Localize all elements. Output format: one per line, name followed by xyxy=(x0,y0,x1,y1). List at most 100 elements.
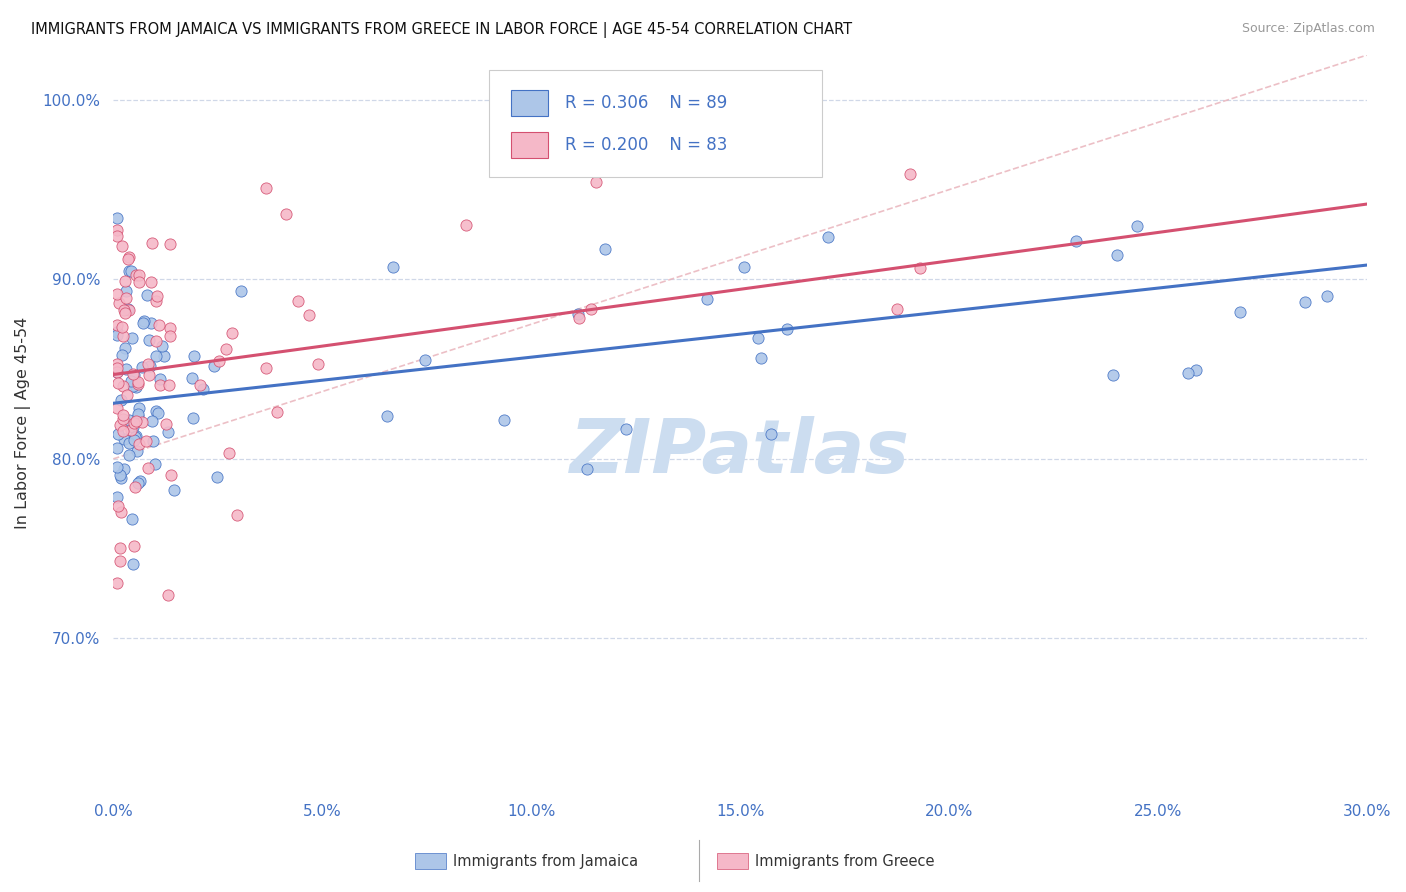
Point xyxy=(107,286,129,301)
Point xyxy=(132,316,155,330)
Point xyxy=(112,329,135,343)
Point xyxy=(107,325,129,339)
Point xyxy=(375,409,398,424)
Point xyxy=(114,341,136,355)
Point xyxy=(127,377,149,392)
Point xyxy=(112,424,135,438)
Text: ZIPatlas: ZIPatlas xyxy=(569,416,910,489)
Point xyxy=(415,352,437,367)
Point xyxy=(1177,366,1199,380)
Point xyxy=(114,284,136,298)
Point xyxy=(696,292,718,306)
Point xyxy=(128,437,150,451)
Point xyxy=(107,361,129,376)
Point xyxy=(115,291,138,305)
Point xyxy=(107,365,129,379)
Point xyxy=(117,412,139,426)
Point xyxy=(138,357,160,371)
Point xyxy=(118,436,141,450)
Point xyxy=(122,367,145,381)
Point xyxy=(145,294,167,309)
Point xyxy=(115,362,138,376)
Point xyxy=(125,414,148,428)
Point xyxy=(139,359,162,374)
Point xyxy=(136,288,159,302)
Point xyxy=(128,401,150,416)
Point xyxy=(139,275,162,289)
Point xyxy=(108,468,131,483)
Y-axis label: In Labor Force | Age 45-54: In Labor Force | Age 45-54 xyxy=(15,317,31,529)
Point xyxy=(307,357,329,371)
Point xyxy=(221,326,243,340)
Point xyxy=(142,434,165,448)
Point xyxy=(138,334,160,348)
Point xyxy=(127,476,149,491)
Point xyxy=(1316,289,1339,303)
Point xyxy=(111,412,134,426)
Point xyxy=(898,167,921,181)
Point xyxy=(128,268,150,282)
Point xyxy=(749,351,772,365)
Point xyxy=(160,468,183,483)
Point xyxy=(131,416,153,430)
Text: IMMIGRANTS FROM JAMAICA VS IMMIGRANTS FROM GREECE IN LABOR FORCE | AGE 45-54 COR: IMMIGRANTS FROM JAMAICA VS IMMIGRANTS FR… xyxy=(31,22,852,38)
Point xyxy=(159,320,181,334)
FancyBboxPatch shape xyxy=(489,70,821,177)
Point xyxy=(148,406,170,420)
Point xyxy=(128,474,150,488)
Point xyxy=(733,260,755,274)
Point xyxy=(107,211,129,225)
Point xyxy=(181,371,204,385)
Point xyxy=(110,471,132,485)
Point xyxy=(298,309,321,323)
Point xyxy=(214,343,236,357)
Point xyxy=(141,316,163,330)
Text: R = 0.306    N = 89: R = 0.306 N = 89 xyxy=(565,94,727,112)
Point xyxy=(107,491,129,505)
Point xyxy=(107,500,129,514)
Point xyxy=(492,413,515,427)
FancyBboxPatch shape xyxy=(510,132,548,158)
Point xyxy=(107,296,129,310)
Point xyxy=(124,368,146,382)
Point xyxy=(131,359,153,374)
Point xyxy=(121,331,143,345)
Point xyxy=(191,382,214,396)
Point xyxy=(138,461,160,475)
Point xyxy=(122,416,145,430)
Point xyxy=(254,361,277,376)
Text: Source: ZipAtlas.com: Source: ZipAtlas.com xyxy=(1241,22,1375,36)
Point xyxy=(111,239,134,253)
Point xyxy=(159,237,181,252)
Point xyxy=(1229,305,1251,319)
Point xyxy=(776,322,799,336)
Point xyxy=(735,100,758,114)
Point xyxy=(256,181,278,195)
Point xyxy=(114,274,136,288)
Point xyxy=(153,349,176,363)
Point xyxy=(120,423,142,437)
Point xyxy=(107,427,129,442)
Point xyxy=(124,480,146,494)
Point xyxy=(1294,294,1316,309)
Point xyxy=(107,459,129,474)
Point xyxy=(456,219,478,233)
Point xyxy=(110,554,132,568)
Point xyxy=(121,512,143,526)
Point xyxy=(183,349,205,363)
Point xyxy=(132,314,155,328)
Point xyxy=(117,302,139,317)
Point xyxy=(145,349,167,363)
Point xyxy=(122,379,145,393)
Point xyxy=(149,372,172,386)
Point xyxy=(141,414,163,428)
Point xyxy=(593,242,616,256)
Point xyxy=(225,508,247,522)
Point xyxy=(150,339,173,353)
Point xyxy=(107,223,129,237)
Point xyxy=(107,576,129,591)
Point xyxy=(114,306,136,320)
Point xyxy=(125,444,148,458)
Point xyxy=(110,541,132,556)
Point xyxy=(207,470,229,484)
